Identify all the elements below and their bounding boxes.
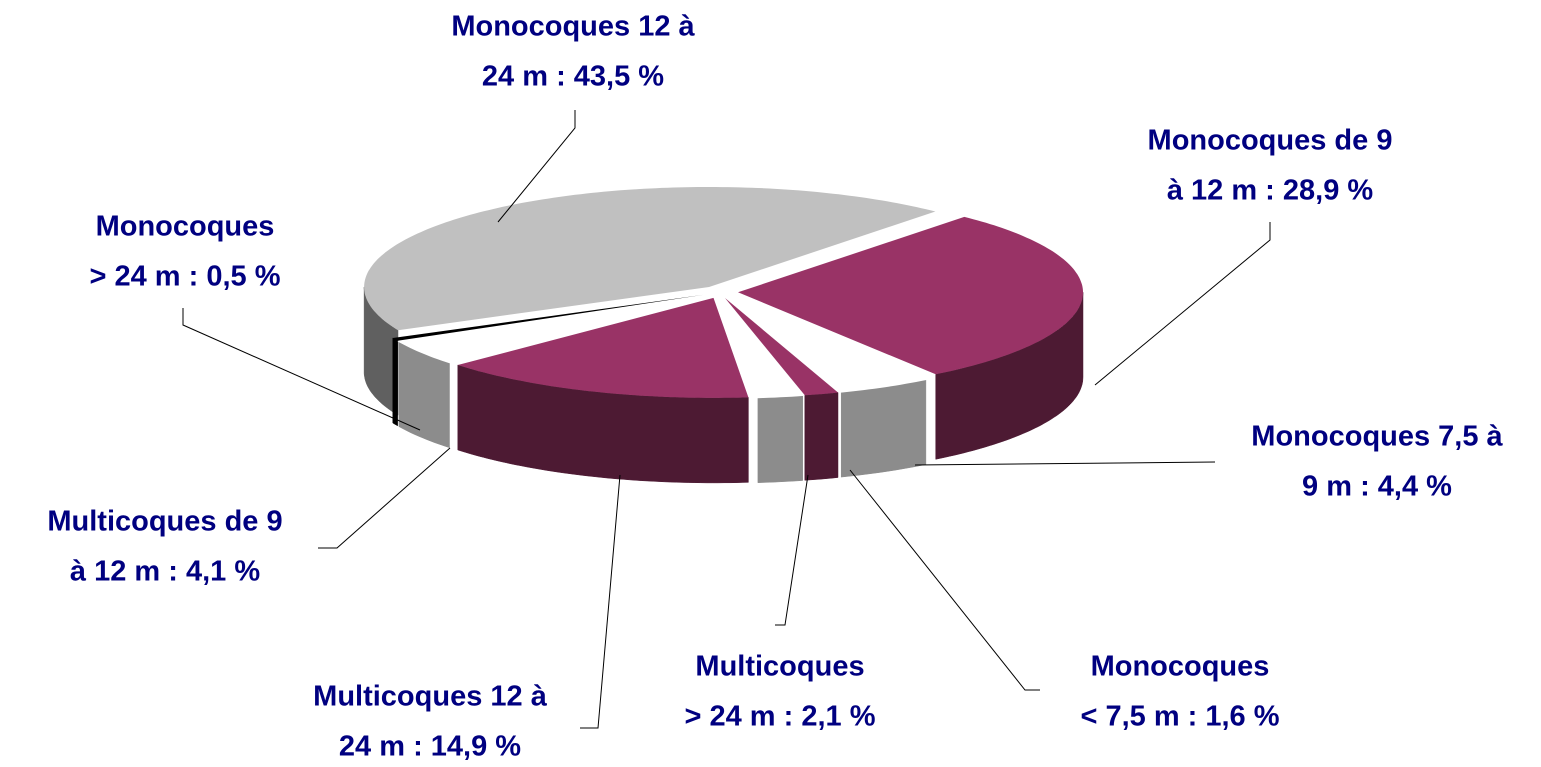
slice-label: 24 m : 43,5 % bbox=[482, 61, 664, 93]
slice-wall bbox=[840, 379, 927, 478]
slice-wall bbox=[804, 392, 839, 481]
leader-line bbox=[580, 474, 621, 729]
slice bbox=[397, 295, 706, 364]
slice-label: à 12 m : 4,1 % bbox=[70, 556, 260, 588]
leader-line bbox=[1094, 222, 1271, 386]
slice-wall bbox=[392, 337, 398, 427]
slice-label: > 24 m : 2,1 % bbox=[684, 701, 875, 733]
slice-label: Multicoques 12 à bbox=[313, 681, 548, 713]
slice bbox=[457, 297, 749, 398]
slice bbox=[727, 297, 928, 393]
slice bbox=[392, 294, 704, 341]
slice-label: Monocoques bbox=[1091, 651, 1270, 683]
slice-label: à 12 m : 28,9 % bbox=[1167, 175, 1374, 207]
leader-lines bbox=[182, 110, 1271, 729]
slice-label: Multicoques bbox=[695, 651, 864, 683]
slice-label: Monocoques de 9 bbox=[1148, 125, 1393, 157]
labels: Monocoques 12 à 24 m : 43,5 % Monocoques d… bbox=[47, 11, 1503, 763]
slice bbox=[725, 298, 838, 396]
slice-label: Multicoques de 9 bbox=[47, 506, 282, 538]
slice-label: < 7,5 m : 1,6 % bbox=[1080, 701, 1279, 733]
pie-walls bbox=[363, 287, 1084, 484]
slice bbox=[364, 187, 936, 331]
slice bbox=[738, 216, 1083, 375]
slice bbox=[722, 297, 804, 399]
leader-line bbox=[849, 469, 1040, 691]
leader-line bbox=[497, 110, 576, 223]
slice-wall bbox=[363, 287, 399, 416]
leader-line bbox=[182, 308, 421, 431]
slice-wall bbox=[757, 395, 803, 483]
slice-label: 9 m : 4,4 % bbox=[1302, 471, 1452, 503]
slice-label: 24 m : 14,9 % bbox=[339, 731, 521, 763]
leader-line bbox=[318, 447, 451, 549]
slice-wall bbox=[457, 364, 749, 484]
slice-label: Monocoques 7,5 à bbox=[1251, 421, 1503, 453]
slice-wall bbox=[935, 292, 1084, 460]
leader-line bbox=[775, 474, 809, 626]
slice-label: Monocoques bbox=[96, 211, 275, 243]
leader-line bbox=[914, 461, 1216, 466]
pie-tops bbox=[364, 187, 1083, 399]
slice-label: Monocoques 12 à bbox=[451, 11, 695, 43]
slice-label: > 24 m : 0,5 % bbox=[89, 261, 280, 293]
